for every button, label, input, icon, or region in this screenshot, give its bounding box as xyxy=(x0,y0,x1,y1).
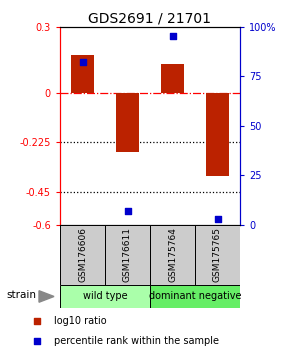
Text: GSM176606: GSM176606 xyxy=(78,227,87,282)
Text: GSM175764: GSM175764 xyxy=(168,227,177,282)
Bar xyxy=(60,285,150,308)
Text: percentile rank within the sample: percentile rank within the sample xyxy=(54,336,219,346)
Text: GSM175765: GSM175765 xyxy=(213,227,222,282)
Text: GSM176611: GSM176611 xyxy=(123,227,132,282)
Point xyxy=(170,34,175,39)
Point xyxy=(35,338,40,344)
Bar xyxy=(161,64,184,93)
Bar xyxy=(105,225,150,285)
Bar xyxy=(150,225,195,285)
Polygon shape xyxy=(39,291,54,302)
Point xyxy=(125,208,130,214)
Text: wild type: wild type xyxy=(83,291,127,302)
Bar xyxy=(60,225,105,285)
Point xyxy=(80,59,85,65)
Text: dominant negative: dominant negative xyxy=(149,291,241,302)
Point xyxy=(35,318,40,324)
Bar xyxy=(71,55,94,93)
Title: GDS2691 / 21701: GDS2691 / 21701 xyxy=(88,11,212,25)
Bar xyxy=(195,225,240,285)
Bar xyxy=(150,285,240,308)
Bar xyxy=(206,93,229,176)
Text: log10 ratio: log10 ratio xyxy=(54,316,106,326)
Point xyxy=(215,216,220,222)
Text: strain: strain xyxy=(6,290,36,300)
Bar xyxy=(116,93,139,152)
